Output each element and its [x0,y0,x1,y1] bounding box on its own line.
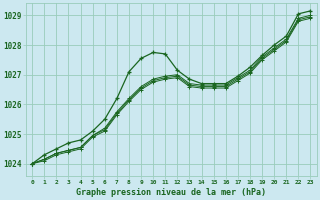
X-axis label: Graphe pression niveau de la mer (hPa): Graphe pression niveau de la mer (hPa) [76,188,266,197]
